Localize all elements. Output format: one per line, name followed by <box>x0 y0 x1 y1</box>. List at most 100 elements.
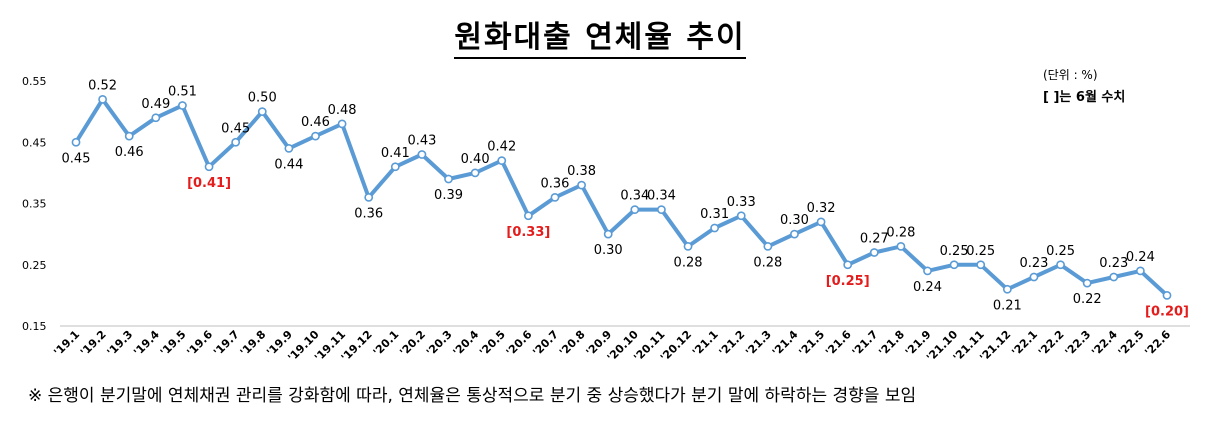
x-tick-label: '22.5 <box>1116 328 1147 359</box>
x-tick-label: '21.4 <box>770 328 801 359</box>
data-point <box>284 143 294 153</box>
data-point <box>257 107 267 117</box>
data-point <box>364 192 374 202</box>
data-label-june: [0.33] <box>506 225 550 240</box>
data-point <box>603 229 613 239</box>
data-point <box>896 241 906 251</box>
data-label: 0.36 <box>540 176 569 191</box>
x-tick-label: '20.4 <box>450 328 481 359</box>
x-tick-label: '22.3 <box>1063 328 1094 359</box>
data-point <box>1162 290 1172 300</box>
x-tick-label: '19.8 <box>238 328 269 359</box>
data-point <box>1056 260 1065 270</box>
x-tick-label: '19.7 <box>211 328 242 359</box>
data-label: 0.49 <box>141 97 170 112</box>
data-point <box>231 137 241 147</box>
x-tick-label: '20.6 <box>504 328 535 359</box>
data-label: 0.34 <box>620 189 649 204</box>
data-label: 0.22 <box>1073 292 1102 307</box>
x-tick-label: '19.3 <box>105 328 136 359</box>
x-tick-label: '20.8 <box>557 328 588 359</box>
footnote: ※ 은행이 분기말에 연체채권 관리를 강화함에 따라, 연체율은 통상적으로 … <box>28 386 917 406</box>
data-label: 0.46 <box>301 115 330 130</box>
data-point <box>1002 284 1012 294</box>
x-tick-label: '21.1 <box>690 328 721 359</box>
data-label: 0.36 <box>354 206 383 221</box>
data-point <box>417 150 427 159</box>
y-tick-label: 0.25 <box>22 259 47 272</box>
data-label: 0.51 <box>168 85 197 100</box>
data-label: 0.24 <box>913 280 942 295</box>
data-label: 0.33 <box>727 195 756 210</box>
data-point <box>98 94 108 104</box>
data-label: 0.25 <box>1046 244 1075 259</box>
data-point <box>816 217 826 227</box>
data-label: 0.27 <box>860 232 889 247</box>
x-tick-label: '22.2 <box>1036 328 1067 359</box>
x-tick-label: '21.2 <box>717 328 748 359</box>
data-label: 0.39 <box>434 188 463 203</box>
bracket-note: [ ]는 6월 수치 <box>1043 90 1126 105</box>
data-point <box>763 241 773 251</box>
data-point <box>1135 266 1145 276</box>
data-point <box>1029 272 1039 282</box>
data-point <box>1109 272 1119 282</box>
chart-title: 원화대출 연체율 추이 <box>0 12 1200 59</box>
data-label: 0.45 <box>62 151 91 166</box>
data-point <box>976 260 986 270</box>
data-point <box>577 180 586 190</box>
data-point <box>204 162 214 172</box>
data-label: 0.45 <box>221 121 250 136</box>
y-tick-label: 0.55 <box>22 75 47 88</box>
data-label: 0.48 <box>328 103 357 118</box>
data-label: 0.28 <box>753 255 782 270</box>
data-point <box>923 266 932 276</box>
data-label: 0.21 <box>993 298 1022 313</box>
data-label: 0.24 <box>1126 250 1155 265</box>
data-label: 0.44 <box>274 157 303 172</box>
data-label: 0.40 <box>461 152 490 167</box>
data-label: 0.31 <box>700 207 729 222</box>
y-tick-label: 0.35 <box>22 198 47 211</box>
x-tick-label: '21.8 <box>876 328 907 359</box>
data-point <box>151 113 161 123</box>
x-tick-label: '21.6 <box>823 328 854 359</box>
data-label-june: [0.41] <box>187 176 231 191</box>
data-point <box>736 211 746 221</box>
series-line <box>74 97 1169 298</box>
data-label: 0.41 <box>381 146 410 161</box>
data-point <box>1082 278 1092 288</box>
x-tick-label: '21.5 <box>796 328 827 359</box>
data-label-june: [0.20] <box>1145 304 1189 319</box>
x-tick-label: '22.1 <box>1009 328 1040 359</box>
data-label: 0.23 <box>1019 256 1048 271</box>
data-label: 0.30 <box>594 243 623 258</box>
x-tick-label: '20.7 <box>530 328 561 359</box>
data-point <box>683 241 693 251</box>
x-tick-label: '22.4 <box>1089 328 1120 359</box>
data-point <box>444 174 453 184</box>
data-label: 0.34 <box>647 189 676 204</box>
x-tick-label: '19.6 <box>184 328 215 359</box>
x-tick-label: '20.3 <box>424 328 455 359</box>
data-point <box>71 137 81 147</box>
data-label: 0.23 <box>1099 256 1128 271</box>
x-tick-label: '21.7 <box>850 328 881 359</box>
x-tick-label: '22.6 <box>1142 328 1173 359</box>
data-label: 0.38 <box>567 164 596 179</box>
data-point <box>550 192 560 202</box>
y-tick-label: 0.15 <box>22 320 47 333</box>
data-label-june: [0.25] <box>826 274 870 289</box>
x-tick-label: '19.4 <box>131 328 162 359</box>
data-point <box>869 248 879 257</box>
data-label: 0.28 <box>886 225 915 240</box>
data-point <box>178 101 187 110</box>
data-point <box>630 205 640 215</box>
data-label: 0.25 <box>966 244 995 259</box>
x-tick-label: '19.2 <box>78 328 109 359</box>
data-point <box>843 260 853 270</box>
x-tick-label: '21.3 <box>743 328 774 359</box>
x-tick-label: '20.2 <box>397 328 428 359</box>
data-point <box>337 119 347 129</box>
